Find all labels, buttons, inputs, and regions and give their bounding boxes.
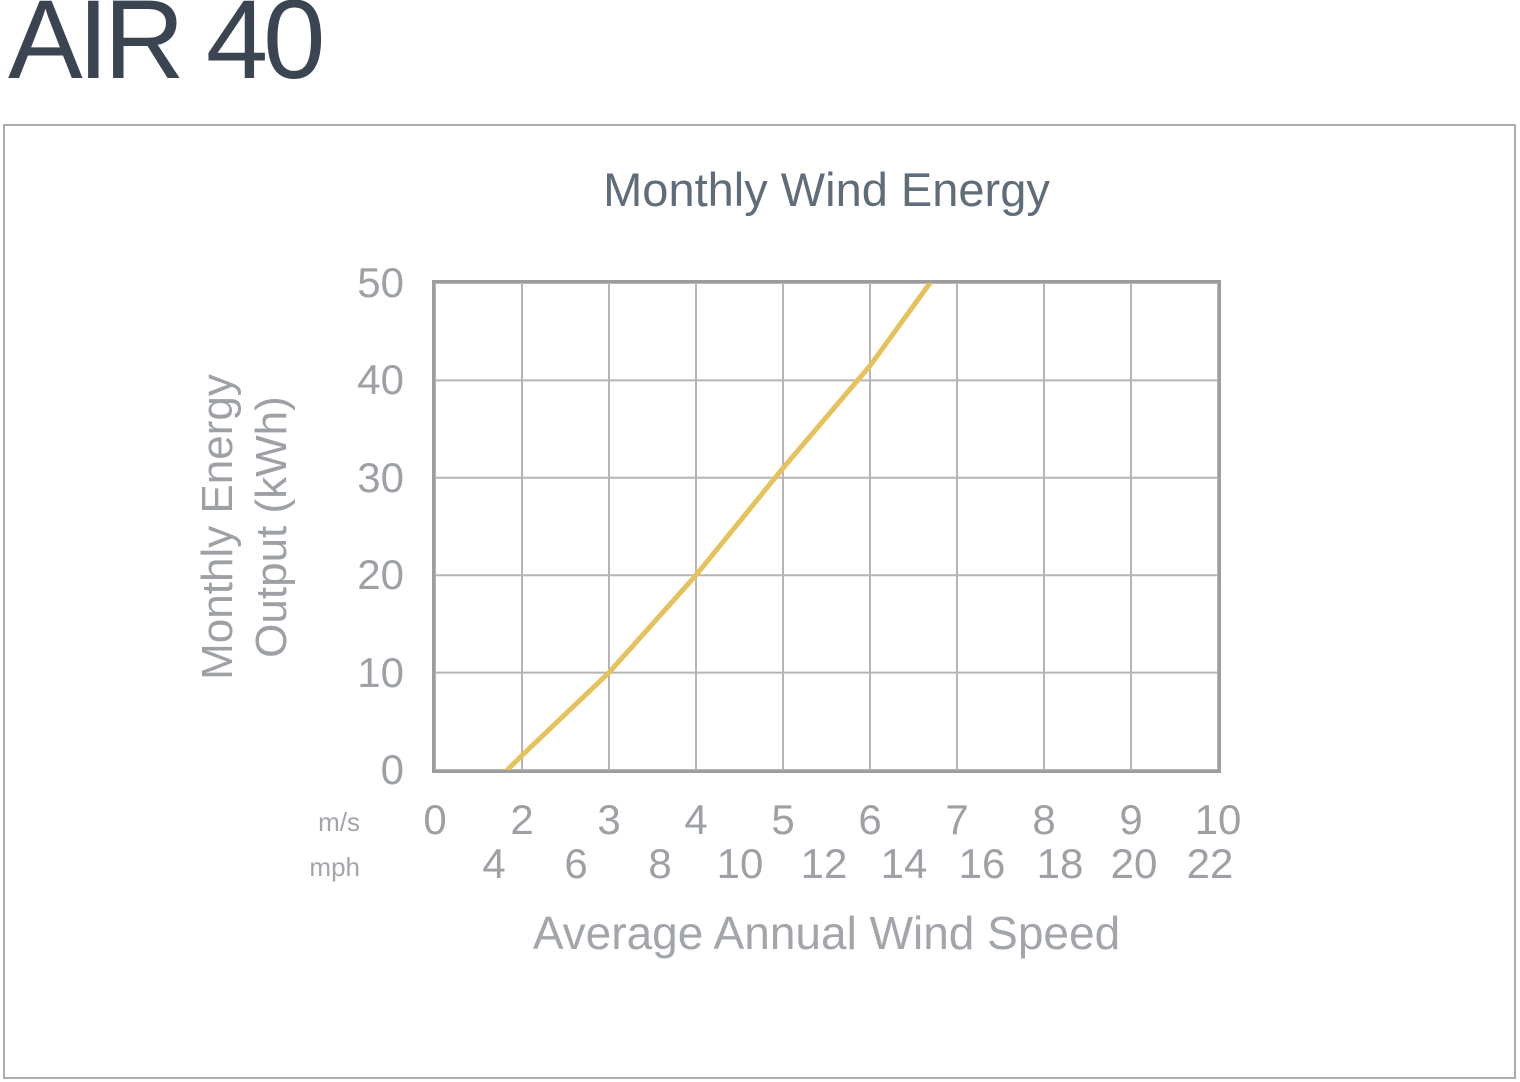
x-tick-ms-6: 6 xyxy=(858,796,882,843)
product-title: AIR 40 xyxy=(8,0,325,102)
y-tick-50: 50 xyxy=(357,259,404,306)
unit-label-ms: m/s xyxy=(318,807,360,837)
plot-svg xyxy=(435,283,1218,770)
x-tick-mph-10: 10 xyxy=(716,840,764,887)
plot-area xyxy=(432,280,1221,773)
gridlines xyxy=(435,283,1218,770)
x-tick-ms-10: 10 xyxy=(1194,796,1242,843)
x-tick-mph-22: 22 xyxy=(1186,840,1234,887)
x-tick-ms-8: 8 xyxy=(1032,796,1056,843)
x-tick-ms-9: 9 xyxy=(1119,796,1143,843)
x-tick-ms-3: 3 xyxy=(597,796,621,843)
chart-panel: Monthly Wind Energy Monthly Energy Outpu… xyxy=(3,124,1516,1079)
x-tick-mph-16: 16 xyxy=(958,840,1006,887)
y-tick-30: 30 xyxy=(357,454,404,501)
y-axis-label-line1: Monthly Energy xyxy=(193,374,242,680)
y-tick-10: 10 xyxy=(357,649,404,696)
y-axis-label: Monthly Energy Output (kWh) xyxy=(191,327,299,727)
x-tick-ms-7: 7 xyxy=(945,796,969,843)
x-tick-mph-18: 18 xyxy=(1036,840,1084,887)
y-tick-40: 40 xyxy=(357,356,404,403)
unit-label-mph: mph xyxy=(309,852,360,882)
y-tick-20: 20 xyxy=(357,551,404,598)
x-tick-ms-2: 2 xyxy=(510,796,534,843)
x-tick-mph-6: 6 xyxy=(564,840,588,887)
x-axis-label: Average Annual Wind Speed xyxy=(532,907,1121,959)
x-tick-mph-12: 12 xyxy=(800,840,848,887)
chart-title: Monthly Wind Energy xyxy=(603,163,1050,216)
x-tick-ms-4: 4 xyxy=(684,796,708,843)
y-tick-0: 0 xyxy=(380,746,404,793)
x-tick-mph-4: 4 xyxy=(482,840,506,887)
x-tick-ms-5: 5 xyxy=(771,796,795,843)
x-tick-mph-20: 20 xyxy=(1110,840,1158,887)
x-tick-mph-8: 8 xyxy=(648,840,672,887)
x-tick-mph-14: 14 xyxy=(880,840,928,887)
x-tick-ms-0: 0 xyxy=(423,796,447,843)
energy-curve xyxy=(504,283,933,770)
